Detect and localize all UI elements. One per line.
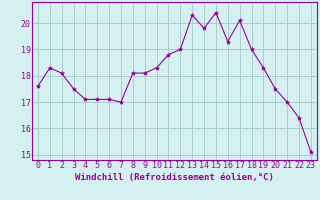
X-axis label: Windchill (Refroidissement éolien,°C): Windchill (Refroidissement éolien,°C) bbox=[75, 173, 274, 182]
